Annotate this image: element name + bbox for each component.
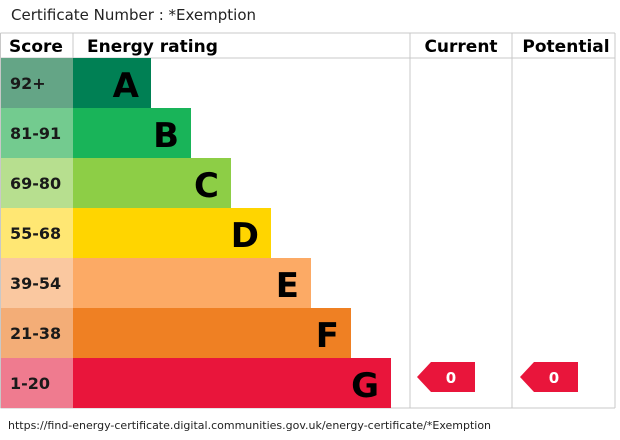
rating-band-f [73,308,351,358]
energy-rating-header: Energy rating [87,37,218,57]
current-header: Current [424,37,497,57]
score-range-b: 81-91 [10,124,61,143]
score-range-c: 69-80 [10,174,61,193]
score-cell-b [1,108,73,158]
score-cell-a [1,58,73,108]
potential-value: 0 [549,369,559,387]
header-row: Score Energy rating Current Potential [9,37,610,57]
band-letter-e: E [276,266,299,306]
score-cell-g [1,358,73,408]
rating-band-g [73,358,391,408]
score-cell-c [1,158,73,208]
rating-band-c [73,158,231,208]
current-indicator [417,362,475,392]
score-range-a: 92+ [10,74,46,93]
band-letter-a: A [113,66,140,106]
band-letter-g: G [351,366,379,406]
band-letter-b: B [153,116,179,156]
score-header: Score [9,37,63,57]
rating-bands: 92+ A 81-91 B 69-80 C 55-68 D 39-54 E 21-38 F 1-20 G [1,58,391,408]
score-cell-d [1,208,73,258]
rating-band-e [73,258,311,308]
certificate-number: Certificate Number : *Exemption [11,6,257,24]
current-value: 0 [446,369,456,387]
band-letter-d: D [231,216,259,256]
potential-indicator [520,362,578,392]
potential-header: Potential [522,37,609,57]
score-cell-e [1,258,73,308]
band-letter-c: C [194,166,219,206]
score-range-d: 55-68 [10,224,61,243]
source-url: https://find-energy-certificate.digital.… [8,419,492,432]
score-range-e: 39-54 [10,274,61,293]
score-range-g: 1-20 [10,374,50,393]
band-letter-f: F [316,316,339,356]
rating-band-b [73,108,191,158]
score-cell-f [1,308,73,358]
score-range-f: 21-38 [10,324,61,343]
rating-band-a [73,58,151,108]
rating-band-d [73,208,271,258]
